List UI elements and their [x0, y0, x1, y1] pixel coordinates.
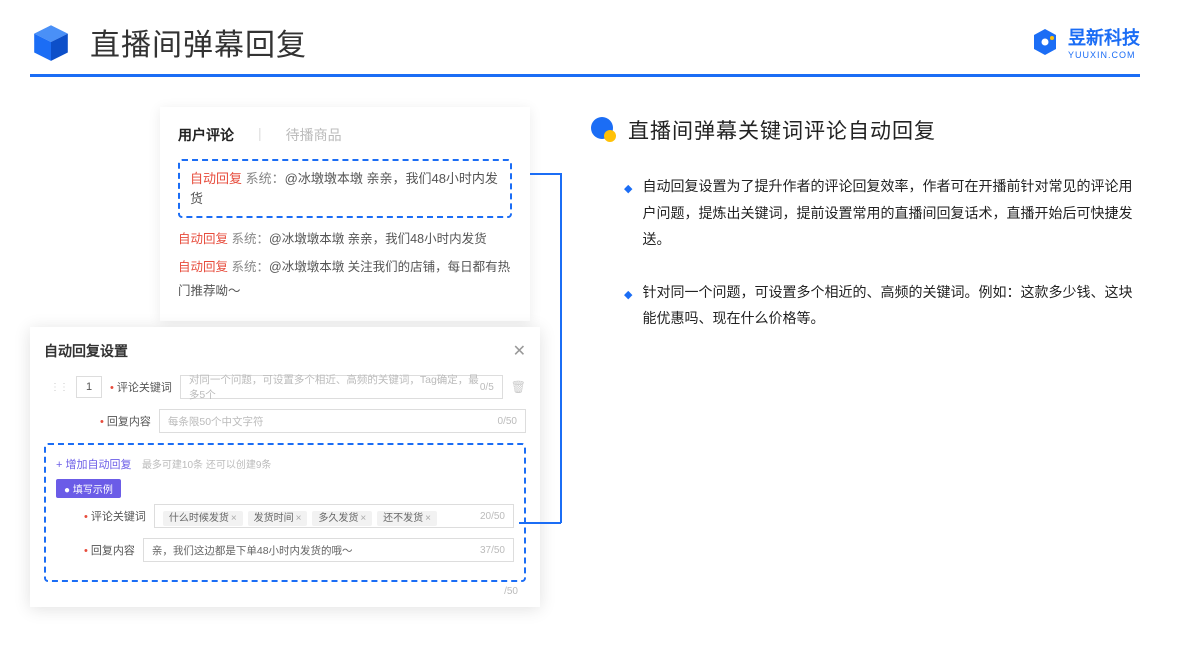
example-keyword-row: 评论关键词 什么时候发货× 发货时间× 多久发货× 还不发货× 20/50 — [56, 504, 514, 528]
right-title: 直播间弹幕关键词评论自动回复 — [628, 115, 936, 145]
auto-reply-badge: 自动回复 — [178, 232, 228, 246]
ex-keyword-input[interactable]: 什么时候发货× 发货时间× 多久发货× 还不发货× 20/50 — [154, 504, 514, 528]
bullet-2-text: 针对同一个问题，可设置多个相近的、高频的关键词。例如：这款多少钱、这块能优惠吗、… — [642, 279, 1140, 332]
connector-h1 — [530, 173, 560, 175]
ex-content-input[interactable]: 亲，我们这边都是下单48小时内发货的哦～ 37/50 — [143, 538, 514, 562]
header-left: 直播间弹幕回复 — [30, 20, 307, 64]
bullet-1: ◆ 自动回复设置为了提升作者的评论回复效率，作者可在开播前针对常见的评论用户问题… — [590, 173, 1140, 253]
cube-icon — [30, 21, 72, 63]
bullet-1-text: 自动回复设置为了提升作者的评论回复效率，作者可在开播前针对常见的评论用户问题，提… — [642, 173, 1140, 253]
comments-card: 用户评论 | 待播商品 自动回复 系统：@冰墩墩本墩 亲亲，我们48小时内发货 … — [160, 107, 530, 321]
ex-content-label: 回复内容 — [84, 542, 135, 558]
add-row: + 增加自动回复 最多可建10条 还可以创建9条 — [56, 455, 514, 473]
right-heading-row: 直播间弹幕关键词评论自动回复 — [590, 115, 1140, 145]
content-placeholder: 每条限50个中文字符 — [168, 414, 264, 429]
drag-handle-icon[interactable]: ⋮⋮ — [50, 382, 68, 393]
add-reply-link[interactable]: + 增加自动回复 — [56, 459, 131, 471]
settings-title: 自动回复设置 — [44, 341, 128, 361]
system-label: 系统： — [232, 260, 270, 274]
brand-logo: 昱新科技 YUUXIN.COM — [1030, 24, 1140, 60]
delete-icon[interactable]: 🗑 — [511, 380, 526, 394]
diamond-icon: ◆ — [624, 179, 632, 253]
brand-name: 昱新科技 — [1068, 24, 1140, 50]
reply-line-1: 自动回复 系统：@冰墩墩本墩 亲亲，我们48小时内发货 — [178, 228, 512, 252]
tag-3: 多久发货× — [312, 511, 372, 526]
settings-card: 自动回复设置 ✕ ⋮⋮ 1 评论关键词 对同一个问题，可设置多个相近、高频的关键… — [30, 327, 540, 607]
settings-header: 自动回复设置 ✕ — [44, 341, 526, 361]
ex-content-counter: 37/50 — [480, 545, 505, 556]
page-title: 直播间弹幕回复 — [90, 20, 307, 64]
tab-user-comments[interactable]: 用户评论 — [178, 125, 234, 145]
keyword-counter: 0/5 — [480, 382, 494, 393]
content-label: 回复内容 — [100, 413, 151, 429]
tab-divider: | — [258, 125, 262, 145]
example-badge: ● 填写示例 — [56, 479, 121, 498]
tag-1: 什么时候发货× — [163, 511, 243, 526]
ex-content-value: 亲，我们这边都是下单48小时内发货的哦～ — [152, 543, 353, 558]
ex-tags: 什么时候发货× 发货时间× 多久发货× 还不发货× — [163, 509, 439, 524]
example-section: + 增加自动回复 最多可建10条 还可以创建9条 ● 填写示例 评论关键词 什么… — [44, 443, 526, 582]
reply-text: @冰墩墩本墩 关注我们的店铺，每日都有热门推荐呦～ — [178, 260, 510, 298]
left-column: 用户评论 | 待播商品 自动回复 系统：@冰墩墩本墩 亲亲，我们48小时内发货 … — [30, 107, 550, 358]
connector-v — [560, 173, 562, 523]
content-counter: 0/50 — [498, 416, 517, 427]
reply-text: @冰墩墩本墩 亲亲，我们48小时内发货 — [269, 232, 487, 246]
right-column: 直播间弹幕关键词评论自动回复 ◆ 自动回复设置为了提升作者的评论回复效率，作者可… — [590, 107, 1140, 358]
bottom-counter: /50 — [44, 586, 526, 597]
connector-h2 — [519, 522, 561, 524]
tag-4: 还不发货× — [377, 511, 437, 526]
highlighted-reply: 自动回复 系统：@冰墩墩本墩 亲亲，我们48小时内发货 — [178, 159, 512, 218]
example-content-row: 回复内容 亲，我们这边都是下单48小时内发货的哦～ 37/50 — [56, 538, 514, 562]
auto-reply-badge: 自动回复 — [190, 171, 242, 186]
keyword-placeholder: 对同一个问题，可设置多个相近、高频的关键词，Tag确定，最多5个 — [189, 372, 480, 402]
page-header: 直播间弹幕回复 昱新科技 YUUXIN.COM — [0, 0, 1180, 74]
add-hint: 最多可建10条 还可以创建9条 — [142, 460, 271, 471]
keyword-input[interactable]: 对同一个问题，可设置多个相近、高频的关键词，Tag确定，最多5个 0/5 — [180, 375, 503, 399]
ex-keyword-counter: 20/50 — [480, 511, 505, 522]
brand-domain: YUUXIN.COM — [1068, 50, 1140, 60]
auto-reply-badge: 自动回复 — [178, 260, 228, 274]
content: 用户评论 | 待播商品 自动回复 系统：@冰墩墩本墩 亲亲，我们48小时内发货 … — [0, 77, 1180, 358]
keyword-row: ⋮⋮ 1 评论关键词 对同一个问题，可设置多个相近、高频的关键词，Tag确定，最… — [44, 375, 526, 399]
chat-icon — [590, 116, 618, 144]
system-label: 系统： — [246, 171, 285, 186]
tag-2: 发货时间× — [248, 511, 308, 526]
tabs: 用户评论 | 待播商品 — [178, 125, 512, 145]
brand-icon — [1030, 27, 1060, 57]
reply-line-2: 自动回复 系统：@冰墩墩本墩 关注我们的店铺，每日都有热门推荐呦～ — [178, 256, 512, 304]
brand-text-wrap: 昱新科技 YUUXIN.COM — [1068, 24, 1140, 60]
diamond-icon: ◆ — [624, 285, 632, 332]
close-icon[interactable]: ✕ — [513, 341, 526, 361]
content-input[interactable]: 每条限50个中文字符 0/50 — [159, 409, 526, 433]
keyword-label: 评论关键词 — [110, 379, 172, 395]
tab-products[interactable]: 待播商品 — [286, 125, 342, 145]
bullet-2: ◆ 针对同一个问题，可设置多个相近的、高频的关键词。例如：这款多少钱、这块能优惠… — [590, 279, 1140, 332]
ex-keyword-label: 评论关键词 — [84, 508, 146, 524]
content-row: 回复内容 每条限50个中文字符 0/50 — [44, 409, 526, 433]
system-label: 系统： — [232, 232, 270, 246]
index-box: 1 — [76, 376, 102, 398]
